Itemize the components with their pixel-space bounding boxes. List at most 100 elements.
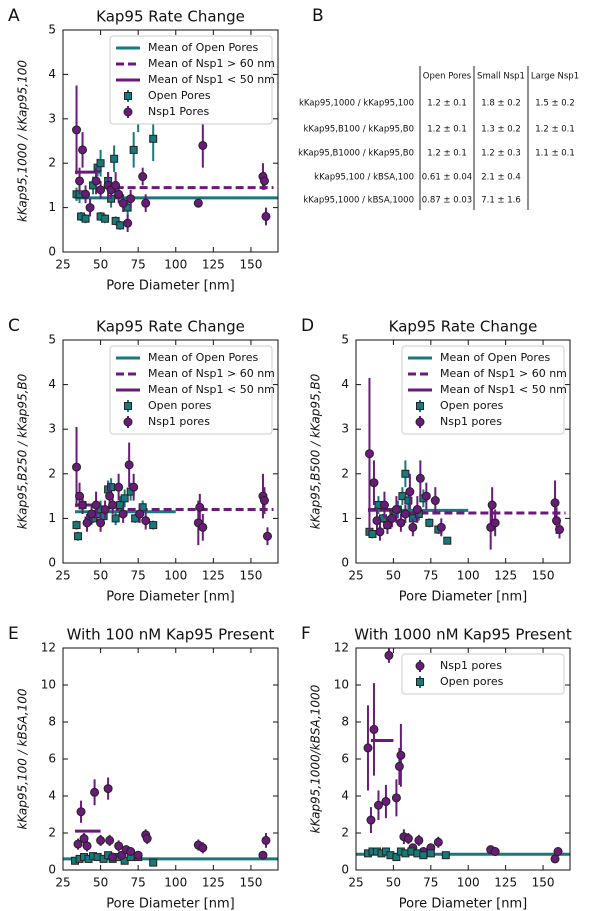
marker <box>441 851 450 860</box>
marker <box>392 853 401 862</box>
marker <box>116 221 125 230</box>
x-axis-label: Pore Diameter [nm] <box>106 279 234 294</box>
x-tick-label: 75 <box>131 258 146 272</box>
marker <box>391 793 401 803</box>
marker <box>74 532 83 541</box>
legend-label: Mean of Nsp1 > 60 nm <box>440 367 567 380</box>
y-tick-label: 12 <box>334 641 349 655</box>
y-axis-label: kKap95,B250 / kKap95,B0 <box>16 373 30 529</box>
y-tick-label: 1 <box>341 511 349 525</box>
marker <box>81 214 90 223</box>
marker <box>82 841 92 851</box>
marker <box>369 478 379 488</box>
y-tick-label: 0 <box>341 863 349 877</box>
marker <box>550 498 560 508</box>
legend-swatch <box>124 92 132 100</box>
legend-label: Mean of Nsp1 > 60 nm <box>148 57 275 70</box>
marker <box>373 800 383 810</box>
table-row-label: kKap95,1000 / kBSA,1000 <box>303 196 414 206</box>
panel-letter: F <box>301 624 311 644</box>
marker <box>111 514 120 523</box>
marker <box>398 492 407 501</box>
x-tick-label: 50 <box>386 876 401 890</box>
marker <box>259 496 269 506</box>
y-tick-label: 2 <box>341 466 349 480</box>
panel-letter: E <box>8 624 19 644</box>
y-tick-label: 12 <box>41 641 56 655</box>
marker <box>396 518 406 528</box>
marker <box>369 724 379 734</box>
legend-label: Mean of Nsp1 < 50 nm <box>148 73 275 86</box>
y-tick-label: 5 <box>48 23 56 37</box>
table-cell: 1.8 ± 0.2 <box>481 99 521 109</box>
marker <box>553 847 563 856</box>
legend-box <box>109 35 273 125</box>
marker <box>198 140 208 150</box>
marker <box>126 194 136 204</box>
marker <box>85 203 95 213</box>
plot-area <box>364 377 566 550</box>
marker <box>396 750 406 760</box>
table-cell: 0.87 ± 0.03 <box>422 196 472 206</box>
marker <box>108 852 118 862</box>
legend-label: Mean of Open Pores <box>148 41 258 54</box>
y-tick-label: 4 <box>48 67 56 81</box>
x-tick-label: 125 <box>202 258 225 272</box>
legend-label: Nsp1 pores <box>440 415 502 428</box>
marker <box>372 516 382 526</box>
marker <box>120 494 129 503</box>
marker <box>193 198 203 208</box>
x-tick-label: 150 <box>239 258 262 272</box>
chart-title: With 100 nM Kap95 Present <box>67 626 275 644</box>
marker <box>433 837 443 847</box>
marker <box>258 850 268 860</box>
marker <box>149 134 158 143</box>
marker <box>198 522 208 532</box>
marker <box>90 787 100 797</box>
table-header: Small Nsp1 <box>477 72 525 82</box>
table-cell: 7.1 ± 1.6 <box>481 196 521 206</box>
marker <box>261 211 271 221</box>
table-header: Large Nsp1 <box>531 72 579 82</box>
marker <box>391 504 401 514</box>
legend-box <box>109 345 273 435</box>
axes-frame <box>62 29 279 253</box>
marker <box>131 514 140 523</box>
marker <box>403 834 413 844</box>
panel-letter: B <box>312 6 324 26</box>
axes-frame <box>355 647 571 871</box>
x-tick-label: 25 <box>348 876 363 890</box>
marker <box>142 834 152 844</box>
y-tick-label: 8 <box>48 715 56 729</box>
x-tick-label: 100 <box>164 569 187 583</box>
y-axis-label: kKap95,1000/kBSA,1000 <box>309 684 323 833</box>
marker <box>195 502 205 512</box>
marker <box>414 835 424 845</box>
marker <box>379 500 389 510</box>
marker <box>91 500 101 510</box>
x-tick-label: 150 <box>532 876 555 890</box>
x-tick-label: 150 <box>532 569 555 583</box>
marker <box>75 491 85 501</box>
marker <box>111 216 120 225</box>
marker <box>405 487 415 497</box>
x-tick-label: 125 <box>494 876 517 890</box>
marker <box>78 145 88 155</box>
legend-box <box>401 653 565 695</box>
y-tick-label: 0 <box>48 556 56 570</box>
x-tick-label: 125 <box>202 569 225 583</box>
marker <box>96 159 105 168</box>
marker <box>425 518 434 527</box>
marker <box>198 843 208 853</box>
marker <box>96 185 106 195</box>
marker <box>79 834 89 844</box>
marker <box>550 854 560 864</box>
plot-area <box>72 61 278 233</box>
legend-label: Mean of Nsp1 > 60 nm <box>148 367 275 380</box>
marker <box>368 530 377 539</box>
marker <box>73 839 83 849</box>
legend-label: Mean of Open Pores <box>148 351 258 364</box>
y-tick-label: 1 <box>48 200 56 214</box>
legend-label: Open pores <box>440 399 504 412</box>
